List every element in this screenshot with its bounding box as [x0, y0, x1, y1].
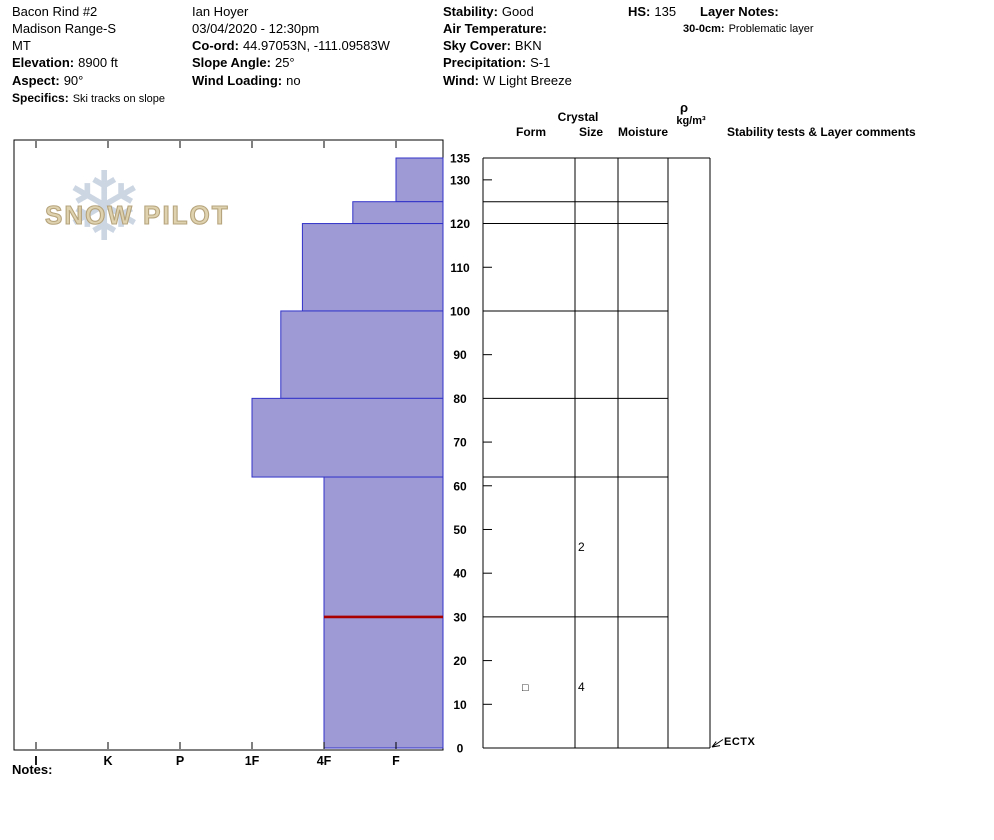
elevation-label: Elevation:	[12, 55, 75, 70]
hs-value: 135	[654, 4, 677, 19]
aspect-line: Aspect: 90°	[12, 73, 83, 88]
depth-axis-label: 20	[453, 654, 467, 668]
aspect-label: Aspect:	[12, 73, 60, 88]
ect-arrow-icon	[711, 739, 724, 748]
depth-axis-label: 30	[453, 610, 467, 624]
slope-angle-line: Slope Angle: 25°	[192, 55, 295, 70]
wind-loading-value: no	[286, 73, 301, 88]
depth-axis-label: 70	[453, 436, 467, 450]
precipitation-label: Precipitation:	[443, 55, 527, 70]
site-name: Bacon Rind #2	[12, 4, 98, 19]
specifics-line: Specifics: Ski tracks on slope	[12, 91, 165, 106]
depth-axis-label: 50	[453, 523, 467, 537]
snow-layer-bar	[323, 476, 444, 618]
stability-value: Good	[501, 4, 534, 19]
snow-layer-bar	[280, 310, 444, 399]
observer-name: Ian Hoyer	[192, 4, 249, 19]
depth-axis-label: 90	[453, 348, 467, 362]
hardness-axis-label: I	[34, 754, 37, 768]
depth-axis-label: 130	[450, 173, 470, 187]
snowflake-icon: ❄	[64, 154, 145, 261]
air-temp-line: Air Temperature:	[443, 21, 551, 36]
wind-label: Wind:	[443, 73, 479, 88]
snow-layer-bar	[323, 616, 444, 749]
specifics-label: Specifics:	[12, 91, 69, 105]
aspect-value: 90°	[63, 73, 84, 88]
stability-label: Stability:	[443, 4, 498, 19]
site-range: Madison Range-S	[12, 21, 117, 36]
snow-layer-bar	[301, 223, 444, 312]
sky-cover-value: BKN	[514, 38, 542, 53]
watermark-text: SNOW PILOT	[44, 199, 230, 230]
slope-angle-value: 25°	[274, 55, 295, 70]
snow-layer-bar	[352, 201, 444, 225]
notes-label: Notes:	[12, 762, 53, 777]
density-rho-header: ρ	[679, 100, 689, 115]
layer-notes-title: Layer Notes:	[700, 4, 779, 19]
hardness-axis-label: 4F	[317, 754, 332, 768]
specifics-value: Ski tracks on slope	[72, 93, 166, 105]
crystal-annotation-size: 4	[578, 680, 585, 694]
hardness-axis-label: K	[103, 754, 112, 768]
crystal-annotation-size: 2	[578, 540, 585, 554]
depth-axis-label: 0	[457, 742, 464, 756]
hs-line: HS: 135	[628, 4, 676, 19]
layer-note-text: Problematic layer	[728, 23, 814, 35]
wind-loading-line: Wind Loading: no	[192, 73, 301, 88]
depth-axis-label: 10	[453, 698, 467, 712]
ect-result: ECTX	[724, 736, 756, 748]
snow-layer-bar	[395, 157, 444, 203]
size-header: Size	[578, 125, 603, 139]
moisture-header: Moisture	[617, 125, 668, 139]
elevation-value: 8900 ft	[78, 55, 118, 70]
layer-note-item: 30-0cm: Problematic layer	[683, 23, 814, 36]
density-unit-header: kg/m³	[676, 115, 706, 127]
elevation-line: Elevation: 8900 ft	[12, 55, 118, 70]
precipitation-value: S-1	[530, 55, 551, 70]
crystal-header: Crystal	[557, 110, 599, 124]
sky-cover-line: Sky Cover: BKN	[443, 38, 542, 53]
hardness-axis-label: 1F	[245, 754, 260, 768]
wind-value: W Light Breeze	[482, 73, 572, 88]
hs-label: HS:	[628, 4, 651, 19]
wind-loading-label: Wind Loading:	[192, 73, 283, 88]
slope-angle-label: Slope Angle:	[192, 55, 271, 70]
hardness-axis-label: P	[176, 754, 184, 768]
crystal-annotation-form-facets-icon: □	[522, 682, 529, 694]
depth-axis-label: 80	[453, 392, 467, 406]
site-state: MT	[12, 38, 31, 53]
depth-axis-label: 100	[450, 304, 470, 318]
coordinates-line: Co-ord: 44.97053N, -111.09583W	[192, 38, 390, 53]
stability-tests-header: Stability tests & Layer comments	[727, 125, 916, 139]
air-temp-label: Air Temperature:	[443, 21, 547, 36]
layer-note-range: 30-0cm:	[683, 23, 725, 35]
coordinates-value: 44.97053N, -111.09583W	[242, 38, 390, 53]
stability-line: Stability: Good	[443, 4, 534, 19]
form-header: Form	[516, 125, 546, 139]
hardness-axis-label: F	[392, 754, 400, 768]
depth-axis-label: 135	[450, 152, 470, 166]
sky-cover-label: Sky Cover:	[443, 38, 511, 53]
depth-axis-label: 110	[450, 261, 470, 275]
depth-axis-label: 120	[450, 217, 470, 231]
observation-datetime: 03/04/2020 - 12:30pm	[192, 21, 320, 36]
wind-line: Wind: W Light Breeze	[443, 73, 572, 88]
coordinates-label: Co-ord:	[192, 38, 239, 53]
depth-axis-label: 60	[453, 479, 467, 493]
depth-axis-label: 40	[453, 567, 467, 581]
snow-layer-bar	[251, 397, 444, 478]
precipitation-line: Precipitation: S-1	[443, 55, 550, 70]
